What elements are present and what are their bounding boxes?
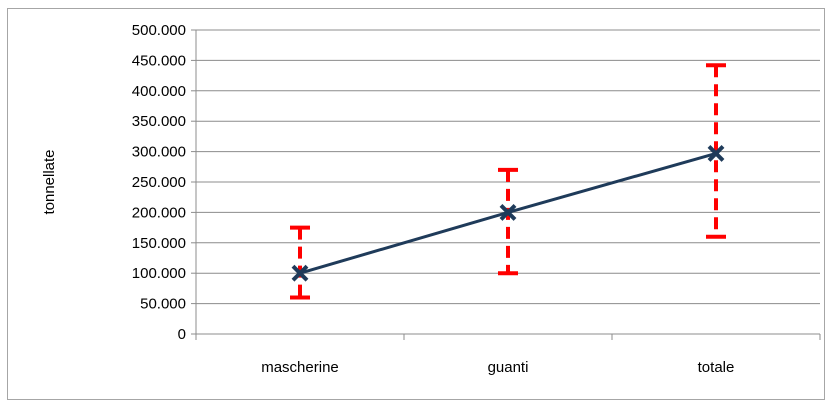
y-axis-label: tonnellate [41, 149, 58, 214]
error-bar [290, 225, 310, 300]
y-tick-label: 150.000 [132, 235, 186, 252]
y-tick-label: 100.000 [132, 265, 186, 282]
y-tick-label: 50.000 [140, 296, 186, 313]
y-tick-label: 0 [178, 326, 186, 343]
x-tick-label: guanti [488, 359, 529, 376]
x-tick-labels: mascherine guanti totale [261, 359, 734, 376]
axes [191, 29, 821, 340]
error-bars [290, 63, 726, 300]
data-point-marker [707, 145, 725, 162]
markers [291, 145, 725, 282]
y-tick-labels: 0 50.000 100.000 150.000 200.000 250.000 300.0… [132, 22, 186, 343]
marker-stroke [291, 264, 309, 282]
gridlines [196, 29, 820, 305]
y-tick-label: 400.000 [132, 83, 186, 100]
x-tick-label: mascherine [261, 359, 339, 376]
data-point-marker [291, 264, 309, 282]
y-tick-label: 200.000 [132, 204, 186, 221]
y-tick-label: 300.000 [132, 144, 186, 161]
error-bar [498, 167, 518, 276]
y-tick-label: 450.000 [132, 52, 186, 69]
data-point-marker [499, 203, 517, 221]
marker-stroke [499, 203, 517, 221]
x-tick-label: totale [698, 359, 735, 376]
y-tick-label: 500.000 [132, 22, 186, 39]
y-tick-label: 350.000 [132, 113, 186, 130]
chart-frame [7, 8, 825, 400]
marker-stroke [707, 145, 725, 162]
y-tick-label: 250.000 [132, 174, 186, 191]
